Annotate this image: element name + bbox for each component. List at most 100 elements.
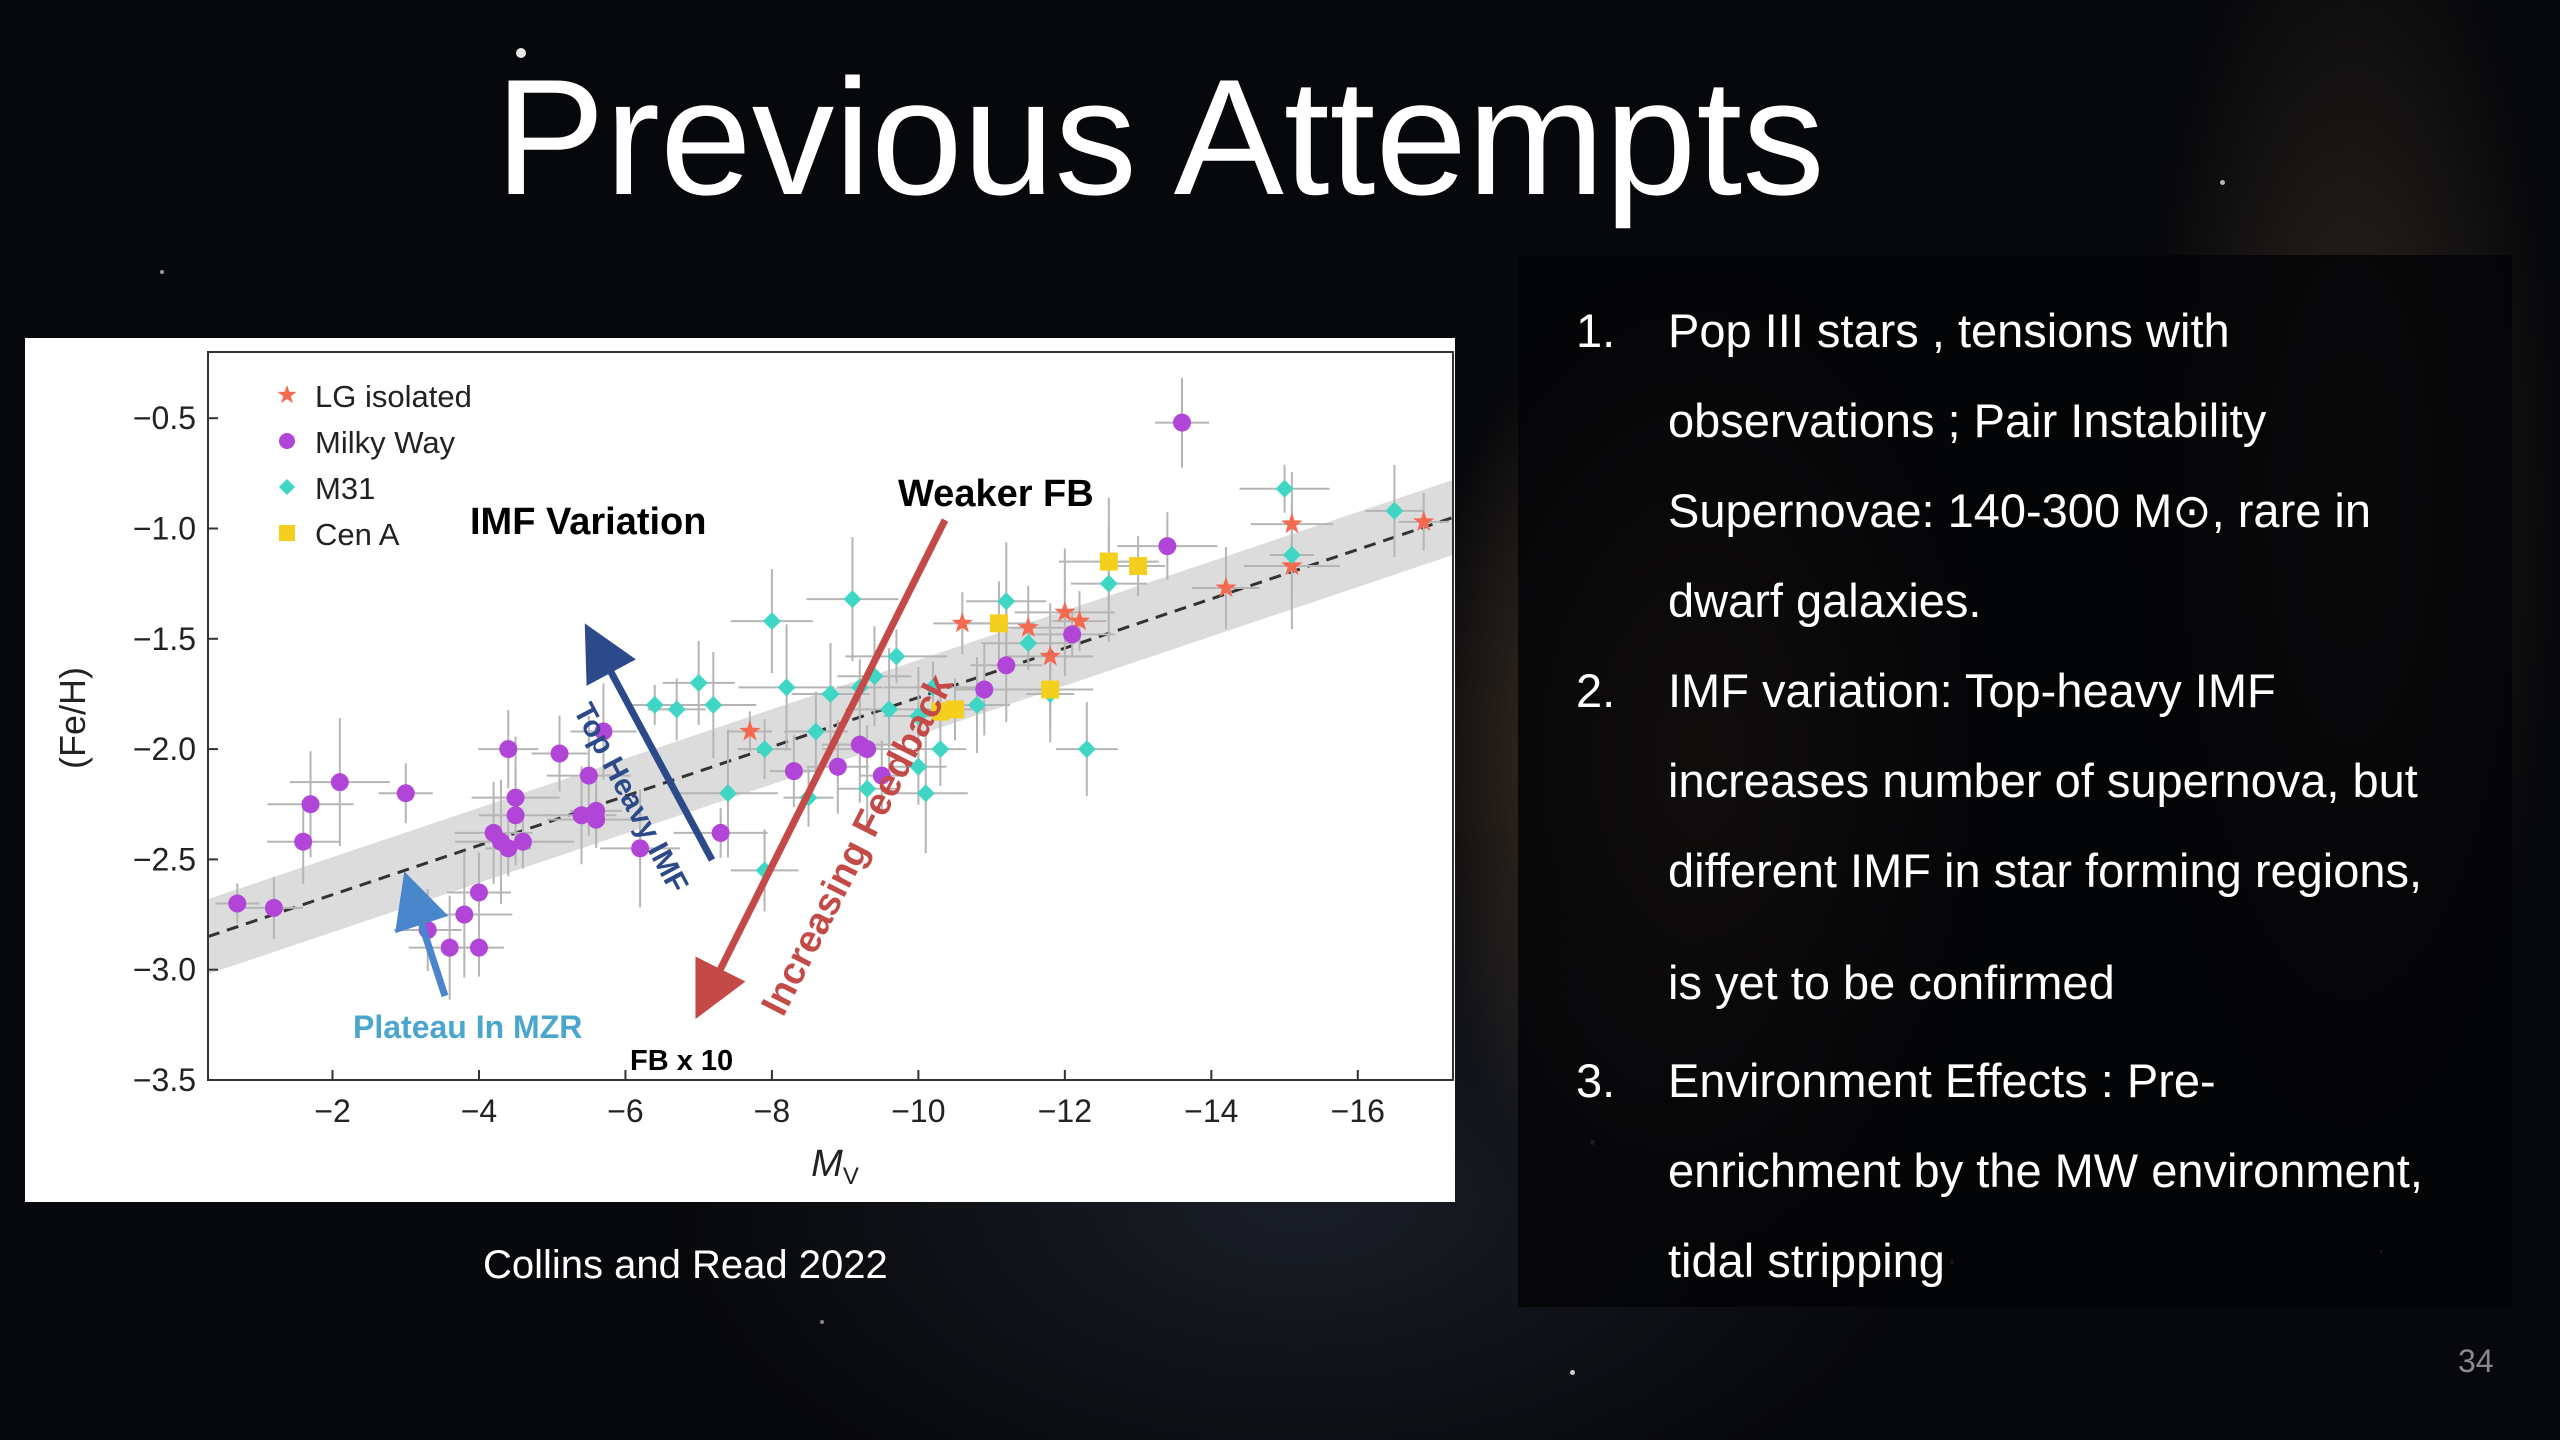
point-milky-way	[1063, 625, 1082, 644]
x-tick-label: −10	[891, 1093, 945, 1129]
legend-label: Cen A	[315, 517, 400, 552]
point-m31	[909, 707, 928, 725]
point-lg-isolated	[1215, 576, 1237, 598]
list-item-3-line-1: Environment Effects : Pre-	[1668, 1054, 2216, 1107]
point-lg-isolated	[739, 720, 761, 741]
list-item-2-line-3: different IMF in star forming regions,	[1668, 844, 2423, 897]
point-cen-a	[989, 614, 1008, 633]
legend-label: LG isolated	[315, 379, 472, 414]
legend-marker	[279, 433, 295, 449]
point-cen-a	[946, 700, 964, 719]
point-m31	[821, 684, 840, 703]
point-m31	[645, 695, 664, 714]
background-star	[516, 48, 526, 58]
point-milky-way	[513, 832, 532, 851]
point-milky-way	[396, 784, 415, 803]
annotation-arrows	[395, 518, 949, 1020]
list-item-3-line-3: tidal stripping	[1668, 1234, 1945, 1287]
point-lg-isolated	[1413, 510, 1435, 531]
list-number-1: 1.	[1576, 304, 1616, 357]
point-cen-a	[931, 702, 950, 721]
x-tick-label: −16	[1331, 1093, 1385, 1129]
point-m31	[1099, 574, 1118, 593]
legend-marker	[277, 385, 297, 404]
point-milky-way	[828, 757, 847, 776]
point-m31	[704, 695, 723, 714]
point-m31	[865, 667, 884, 686]
plot-frame	[207, 351, 1454, 1081]
point-lg-isolated	[1054, 601, 1076, 622]
point-m31	[1385, 501, 1404, 520]
point-milky-way	[499, 740, 518, 759]
point-m31	[1077, 740, 1096, 759]
annotation-weaker-fb: Weaker FB	[898, 473, 1094, 515]
list-item-3-line-2: enrichment by the MW environment,	[1668, 1144, 2423, 1197]
point-m31	[806, 722, 825, 741]
chart: −2 −4 −6 −8 −10 −12 −14 −16 −0.5 −1.0 −1.5 −2.0 −2.5…	[52, 351, 1454, 1190]
list-item-1-line-4: dwarf galaxies.	[1668, 574, 1982, 627]
point-cen-a	[1041, 680, 1060, 699]
y-tick-label: −0.5	[133, 400, 196, 436]
point-m31	[916, 784, 935, 803]
point-milky-way	[1173, 413, 1192, 432]
point-milky-way	[587, 801, 606, 820]
point-m31	[967, 695, 986, 714]
list-item-1-line-1: Pop III stars , tensions with	[1668, 304, 2230, 357]
point-lg-isolated	[1017, 616, 1039, 637]
figure-caption: Collins and Read 2022	[483, 1243, 888, 1287]
x-tick-label: −2	[314, 1093, 350, 1129]
point-m31	[762, 612, 781, 631]
annotation-imf-variation: IMF Variation	[470, 501, 706, 543]
point-m31	[924, 678, 943, 697]
point-milky-way	[784, 762, 803, 781]
point-m31	[667, 700, 686, 719]
x-tick-label: −12	[1038, 1093, 1092, 1129]
point-cen-a	[1099, 552, 1118, 571]
point-milky-way	[572, 806, 591, 825]
point-milky-way	[455, 905, 474, 924]
point-cen-a	[1129, 556, 1148, 575]
point-milky-way	[301, 795, 320, 814]
point-milky-way	[872, 766, 891, 785]
point-milky-way	[294, 832, 313, 851]
legend: LG isolated Milky Way M31 Cen A	[277, 379, 472, 552]
x-axis-label-subscript: V	[843, 1163, 859, 1190]
x-axis-label: MV	[811, 1143, 859, 1190]
point-m31	[718, 784, 737, 803]
y-tick-label: −1.0	[133, 510, 196, 546]
point-milky-way	[858, 740, 877, 759]
point-lg-isolated	[951, 612, 973, 633]
y-tick-label: −3.5	[133, 1062, 196, 1098]
point-milky-way	[264, 898, 283, 917]
list-number-3: 3.	[1576, 1054, 1616, 1107]
point-milky-way	[711, 823, 730, 842]
annotation-fb-x10: FB x 10	[630, 1045, 733, 1077]
point-m31	[777, 678, 796, 697]
list-item-2-line-4: is yet to be confirmed	[1668, 956, 2115, 1009]
point-m31	[909, 757, 928, 776]
list-item-1-line-3: Supernovae: 140-300 M⊙, rare in	[1668, 484, 2372, 537]
x-tick-label: −6	[607, 1093, 643, 1129]
y-tick-label: −2.5	[133, 841, 196, 877]
point-milky-way	[550, 744, 569, 763]
point-m31	[689, 673, 708, 692]
point-milky-way	[469, 938, 488, 957]
point-milky-way	[1158, 537, 1177, 556]
point-milky-way	[506, 806, 525, 825]
slide-title: Previous Attempts	[495, 45, 1825, 229]
background-star	[1570, 1370, 1575, 1375]
point-lg-isolated	[1281, 512, 1303, 534]
point-m31	[1282, 545, 1301, 564]
point-milky-way	[499, 839, 518, 858]
point-m31	[931, 740, 950, 759]
page-number: 34	[2458, 1343, 2494, 1379]
top-heavy-imf-arrow	[584, 623, 716, 862]
background-star	[160, 270, 164, 274]
legend-marker	[279, 479, 295, 495]
background-star	[820, 1320, 824, 1324]
point-lg-isolated	[1039, 645, 1061, 666]
y-tick-label: −1.5	[133, 621, 196, 657]
point-milky-way	[997, 656, 1016, 675]
point-milky-way	[594, 722, 613, 741]
point-m31	[880, 700, 899, 719]
